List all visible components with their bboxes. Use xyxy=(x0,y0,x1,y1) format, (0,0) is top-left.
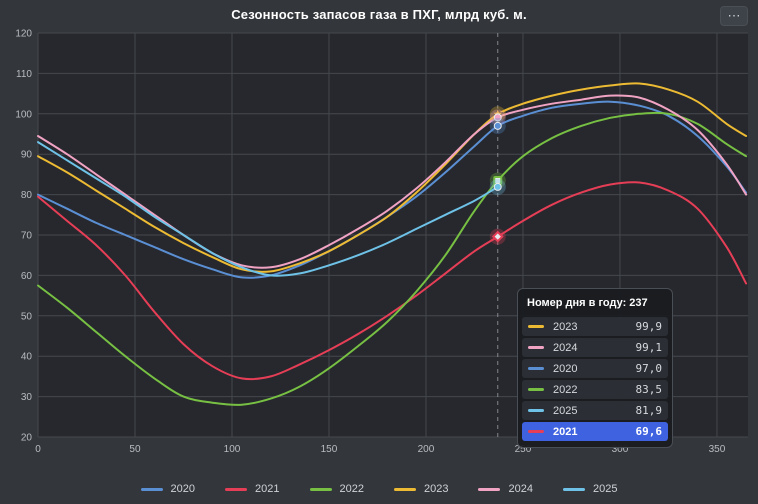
tooltip-rows: 2023 99,9 2024 99,1 2020 97,0 2022 83,5 2025 81,9… xyxy=(522,317,668,441)
tooltip-value: 99,1 xyxy=(635,341,663,354)
legend-item-2023[interactable]: 2023 xyxy=(394,483,448,495)
legend-item-2020[interactable]: 2020 xyxy=(140,483,196,495)
tooltip-row-2022: 2022 83,5 xyxy=(522,380,668,399)
legend-swatch-2024 xyxy=(478,487,501,491)
tooltip-year-label: 2021 xyxy=(553,425,578,438)
tooltip-panel: Номер дня в году: 237 2023 99,9 2024 99,1 20… xyxy=(517,288,673,448)
y-tick-label: 120 xyxy=(15,29,32,40)
y-tick-label: 110 xyxy=(16,69,32,80)
marker-2021 xyxy=(491,230,504,243)
tooltip-value: 99,9 xyxy=(635,320,663,333)
legend-swatch-2023 xyxy=(394,487,416,491)
marker-2025 xyxy=(493,182,502,191)
tooltip-year-label: 2020 xyxy=(553,362,578,375)
tooltip-value: 83,5 xyxy=(635,383,663,396)
legend-item-2022[interactable]: 2022 xyxy=(309,483,364,495)
marker-2020 xyxy=(493,121,502,130)
y-tick-label: 30 xyxy=(21,392,33,403)
tooltip-year-label: 2025 xyxy=(553,404,578,417)
legend-item-2021[interactable]: 2021 xyxy=(225,483,280,495)
legend-swatch-2020 xyxy=(140,487,163,491)
series-line-2022 xyxy=(37,111,748,406)
x-tick-label: 50 xyxy=(129,444,141,455)
y-tick-label: 60 xyxy=(21,271,33,282)
legend-swatch-2021 xyxy=(225,487,248,491)
legend-label: 2021 xyxy=(255,483,280,495)
legend-swatch-2025 xyxy=(562,487,585,491)
y-tick-label: 90 xyxy=(21,150,33,161)
series-line-2023 xyxy=(37,82,748,273)
y-tick-label: 40 xyxy=(21,352,33,363)
legend-label: 2025 xyxy=(592,483,618,495)
tooltip-year-label: 2024 xyxy=(553,341,578,354)
legend-label: 2020 xyxy=(170,483,196,495)
tooltip-row-2024: 2024 99,1 xyxy=(522,338,668,357)
x-tick-label: 0 xyxy=(35,444,41,455)
tooltip-row-2021: 2021 69,6 xyxy=(522,422,668,441)
legend-item-2024[interactable]: 2024 xyxy=(478,483,533,495)
tooltip-value: 69,6 xyxy=(635,425,663,438)
tooltip-header: Номер дня в году: 237 xyxy=(527,297,648,309)
legend-swatch-2022 xyxy=(309,487,332,491)
x-tick-label: 350 xyxy=(709,444,726,455)
y-tick-label: 20 xyxy=(21,433,33,444)
marker-2024 xyxy=(493,113,502,122)
series-line-2025 xyxy=(37,141,499,277)
tooltip-year-label: 2023 xyxy=(553,320,578,333)
more-options-button[interactable]: ⋯ xyxy=(720,6,748,26)
tooltip-row-2020: 2020 97,0 xyxy=(522,359,668,378)
y-tick-label: 100 xyxy=(15,109,32,120)
chart-title: Сезонность запасов газа в ПХГ, млрд куб.… xyxy=(231,7,527,22)
x-tick-label: 250 xyxy=(515,444,532,455)
tooltip-swatch-2024 xyxy=(528,346,544,349)
tooltip-swatch-2025 xyxy=(528,409,544,412)
y-tick-label: 50 xyxy=(21,311,33,322)
tooltip-row-2023: 2023 99,9 xyxy=(522,317,668,336)
y-tick-label: 80 xyxy=(21,190,33,201)
legend-item-2025[interactable]: 2025 xyxy=(562,483,618,495)
legend-label: 2024 xyxy=(508,483,533,495)
tooltip-swatch-2023 xyxy=(528,325,544,328)
tooltip-row-2025: 2025 81,9 xyxy=(522,401,668,420)
y-tick-label: 70 xyxy=(21,231,33,242)
tooltip-swatch-2020 xyxy=(528,367,544,370)
legend-label: 2023 xyxy=(424,483,449,495)
series-line-2024 xyxy=(37,94,748,269)
x-tick-label: 100 xyxy=(224,444,241,455)
tooltip-swatch-2021 xyxy=(528,430,544,433)
tooltip-value: 97,0 xyxy=(635,362,663,375)
x-tick-label: 200 xyxy=(418,444,435,455)
x-tick-label: 150 xyxy=(321,444,338,455)
series-line-2021 xyxy=(37,181,748,381)
tooltip-swatch-2022 xyxy=(528,388,544,391)
chart-legend: 2020 2021 2022 2023 2024 2025 xyxy=(0,483,758,495)
tooltip-year-label: 2022 xyxy=(553,383,578,396)
tooltip-value: 81,9 xyxy=(635,404,663,417)
legend-label: 2022 xyxy=(339,483,364,495)
x-tick-label: 300 xyxy=(612,444,629,455)
series-line-2020 xyxy=(37,100,748,279)
